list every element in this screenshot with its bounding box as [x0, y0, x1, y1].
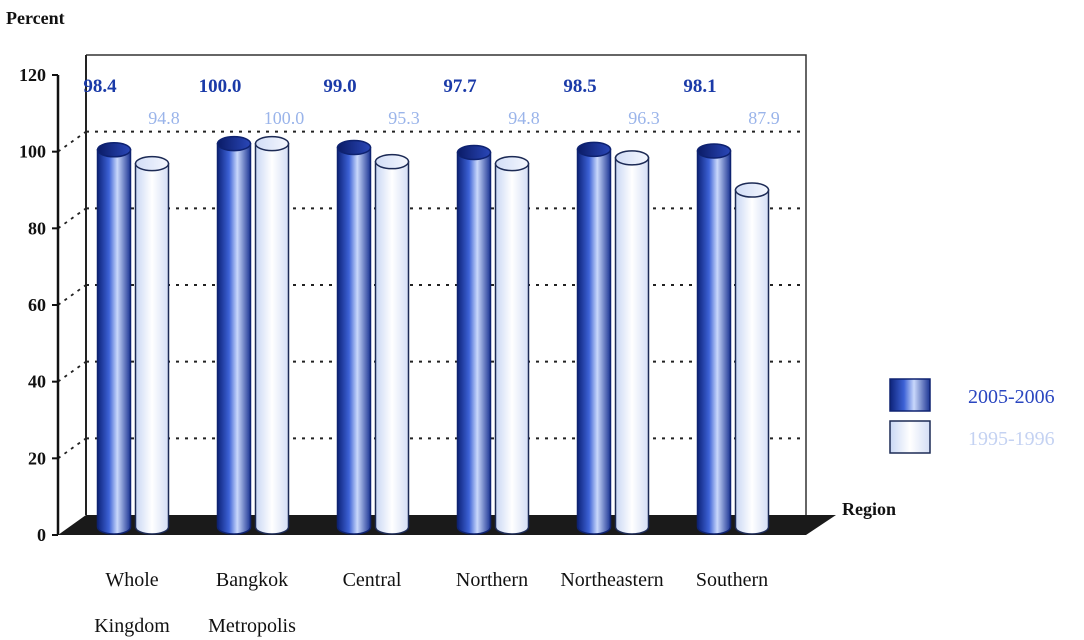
bar-series-b	[494, 162, 530, 535]
bar-series-a	[696, 150, 732, 535]
bar-series-b	[134, 162, 170, 535]
bar-top	[134, 155, 170, 172]
bar-top	[374, 153, 410, 170]
x-tick-label: Kingdom	[94, 615, 170, 637]
data-label: 98.1	[683, 76, 716, 97]
gridline-depth	[57, 207, 87, 230]
bar-top	[576, 141, 612, 158]
gridline-depth	[57, 437, 87, 460]
data-label: 98.5	[563, 76, 596, 97]
bar-series-b	[614, 157, 650, 535]
x-tick-label: Central	[343, 569, 402, 591]
bar-top	[614, 150, 650, 166]
data-label: 87.9	[748, 108, 780, 128]
y-tick-label: 80	[28, 218, 46, 238]
gridline-depth	[57, 360, 87, 383]
bar-top	[336, 139, 372, 156]
bar-top	[696, 143, 732, 159]
data-label: 94.8	[148, 108, 180, 128]
bar-top	[96, 142, 132, 158]
bar-top	[216, 135, 252, 152]
data-label: 100.0	[264, 108, 305, 128]
data-label: 99.0	[323, 76, 356, 97]
gridline-depth	[57, 130, 87, 153]
bar-series-a	[336, 146, 372, 535]
x-tick-label: Metropolis	[208, 615, 296, 637]
data-label: 94.8	[508, 108, 540, 128]
y-tick-label: 40	[28, 372, 46, 392]
bar-top	[734, 182, 770, 198]
x-tick-label: Bangkok	[216, 569, 288, 591]
data-label: 100.0	[199, 76, 242, 97]
legend-label: 1995-1996	[968, 428, 1055, 450]
gridline-depth	[57, 284, 87, 306]
legend-label: 2005-2006	[968, 386, 1055, 408]
legend-swatch	[889, 420, 931, 454]
bar-series-a	[576, 148, 612, 535]
bar-top	[254, 135, 290, 152]
bar-top	[494, 155, 530, 172]
data-label: 96.3	[628, 108, 660, 128]
bar-top	[456, 144, 492, 161]
x-tick-label: Northeastern	[560, 569, 663, 591]
bar-series-a	[96, 149, 132, 535]
y-axis-title: Percent	[6, 8, 65, 28]
y-tick-label: 60	[28, 295, 46, 315]
data-label: 97.7	[443, 76, 477, 97]
y-tick-label: 20	[28, 448, 46, 468]
bar-series-b	[374, 160, 410, 535]
y-tick-label: 120	[19, 65, 46, 85]
bar-series-b	[734, 189, 770, 535]
x-tick-label: Northern	[456, 569, 528, 591]
back-wall-frame	[86, 54, 807, 515]
bar-series-a	[456, 151, 492, 535]
x-tick-label: Whole	[105, 569, 158, 591]
data-label: 95.3	[388, 108, 420, 128]
x-axis-title: Region	[842, 499, 896, 519]
legend-swatch	[889, 378, 931, 412]
y-tick-label: 100	[19, 142, 46, 162]
bar-series-a	[216, 142, 252, 535]
y-tick-label: 0	[37, 525, 46, 545]
bar-series-b	[254, 142, 290, 535]
x-tick-label: Southern	[696, 569, 768, 591]
data-label: 98.4	[83, 76, 117, 97]
